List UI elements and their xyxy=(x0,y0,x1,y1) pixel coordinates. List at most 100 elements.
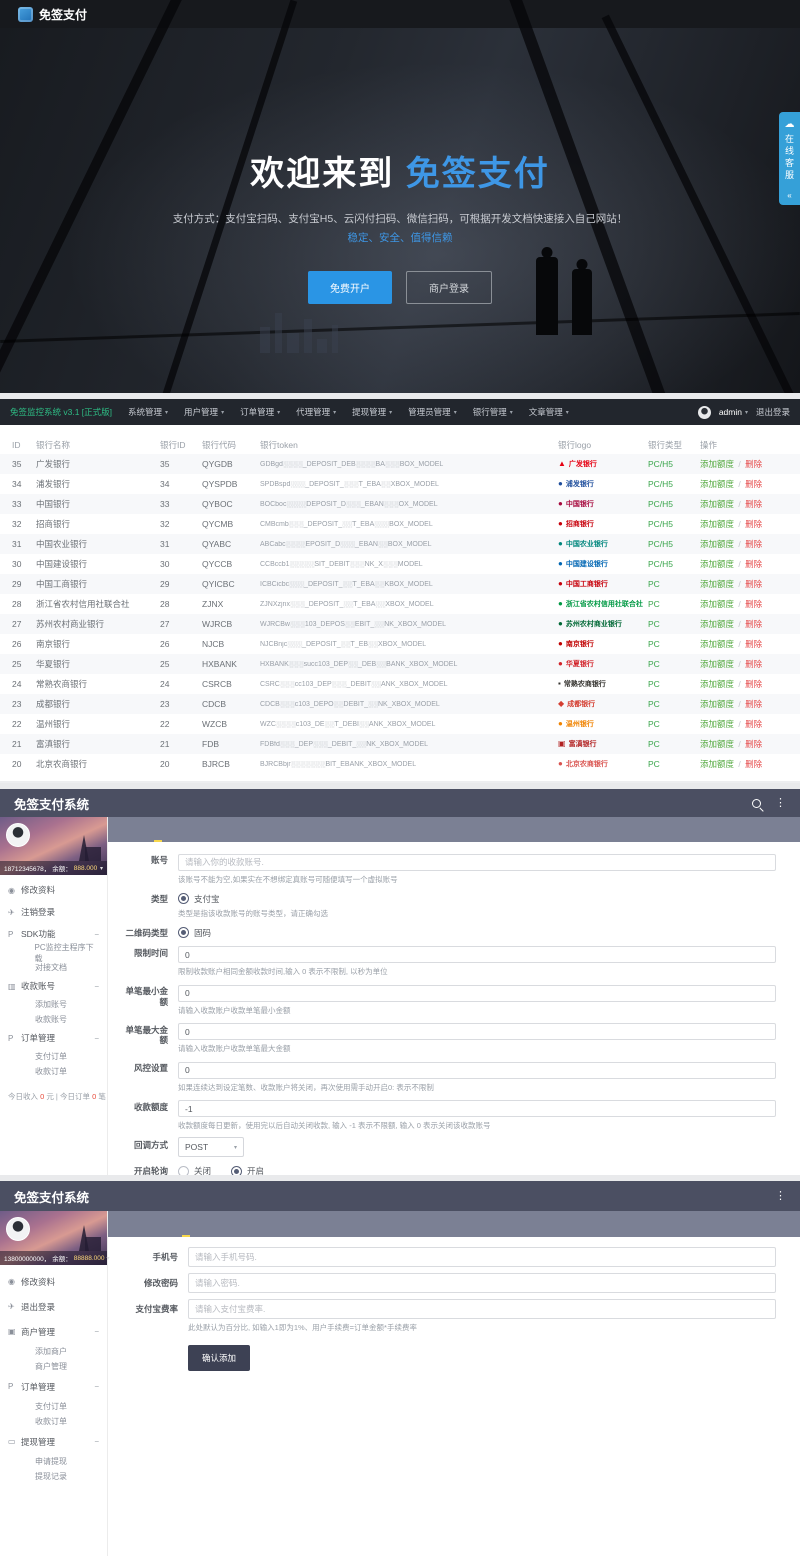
user-balance-bar[interactable]: 18712345678， 余额： 888.000 ▾ xyxy=(0,861,107,875)
quota-input[interactable] xyxy=(178,1100,776,1118)
menu-item[interactable]: 用户管理 ▾ xyxy=(184,406,224,418)
sidebar-item[interactable]: ▥ 收款账号 − xyxy=(0,975,107,997)
callback-method-select[interactable]: POST ▾ xyxy=(178,1137,244,1158)
delete-link[interactable]: 删除 xyxy=(745,699,763,709)
sidebar-item[interactable]: P 订单管理 − xyxy=(0,1027,107,1049)
delete-link[interactable]: 删除 xyxy=(745,639,763,649)
sidebar-item[interactable]: ▣ 商户管理 − xyxy=(0,1319,107,1344)
confirm-add-button[interactable]: 确认添加 xyxy=(188,1345,251,1371)
polling-off-label: 关闭 xyxy=(194,1166,212,1175)
sidebar-item[interactable]: 支付订单 xyxy=(0,1049,107,1064)
sidebar-item[interactable]: PC监控主程序下载 xyxy=(0,943,107,963)
tab[interactable] xyxy=(172,1211,200,1237)
add-quota-link[interactable]: 添加额度 xyxy=(700,579,735,589)
delete-link[interactable]: 删除 xyxy=(745,559,763,569)
password-input[interactable] xyxy=(188,1273,776,1293)
sidebar-item[interactable]: P SDK功能 − xyxy=(0,923,107,945)
sidebar-item[interactable]: P 订单管理 − xyxy=(0,1374,107,1399)
menu-item-label: 银行管理 xyxy=(472,407,507,417)
sidebar-item-label: 添加商户 xyxy=(35,1347,67,1356)
delete-link[interactable]: 删除 xyxy=(745,519,763,529)
limit-time-input[interactable] xyxy=(178,946,776,964)
menu-item[interactable]: 代理管理 ▾ xyxy=(296,406,336,418)
add-quota-link[interactable]: 添加额度 xyxy=(700,559,735,569)
sidebar-item[interactable]: 收款订单 xyxy=(0,1064,107,1079)
add-quota-link[interactable]: 添加额度 xyxy=(700,599,735,609)
min-amount-input[interactable] xyxy=(178,984,776,1002)
sidebar-item[interactable]: 收款账号 xyxy=(0,1012,107,1027)
sidebar-item[interactable]: ◉ 修改资料 xyxy=(0,879,107,901)
account-input[interactable] xyxy=(178,853,776,871)
add-quota-link[interactable]: 添加额度 xyxy=(700,619,735,629)
max-amount-input[interactable] xyxy=(178,1023,776,1041)
add-quota-link[interactable]: 添加额度 xyxy=(700,459,735,469)
menu-item[interactable]: 订单管理 ▾ xyxy=(240,406,280,418)
add-quota-link[interactable]: 添加额度 xyxy=(700,499,735,509)
sidebar-item[interactable]: ✈ 注销登录 xyxy=(0,901,107,923)
delete-link[interactable]: 删除 xyxy=(745,499,763,509)
menu-item[interactable]: 文章管理 ▾ xyxy=(529,406,569,418)
add-quota-link[interactable]: 添加额度 xyxy=(700,479,735,489)
add-quota-link[interactable]: 添加额度 xyxy=(700,679,735,689)
open-account-button[interactable]: 免费开户 xyxy=(308,271,392,304)
delete-link[interactable]: 删除 xyxy=(745,659,763,669)
brand[interactable]: 免签支付 xyxy=(18,6,87,23)
sidebar-item[interactable]: 支付订单 xyxy=(0,1399,107,1414)
sidebar-item[interactable]: 对接文档 xyxy=(0,960,107,975)
sidebar-item[interactable]: ◉ 修改资料 xyxy=(0,1269,107,1294)
risk-input[interactable] xyxy=(178,1061,776,1079)
alipay-rate-input[interactable] xyxy=(188,1299,776,1319)
delete-link[interactable]: 删除 xyxy=(745,539,763,549)
add-quota-link[interactable]: 添加额度 xyxy=(700,519,735,529)
sidebar-item[interactable]: 添加商户 xyxy=(0,1344,107,1359)
tab[interactable] xyxy=(116,1211,144,1237)
cell-id: 29 xyxy=(12,579,22,589)
overflow-menu-icon[interactable]: ⋮ xyxy=(775,1189,786,1202)
tab[interactable] xyxy=(144,817,172,843)
fixed-qr-radio[interactable] xyxy=(178,927,189,939)
menu-item[interactable]: 银行管理 ▾ xyxy=(473,406,513,418)
add-quota-link[interactable]: 添加额度 xyxy=(700,759,735,769)
add-quota-link[interactable]: 添加额度 xyxy=(700,659,735,669)
tab[interactable] xyxy=(116,817,144,842)
add-quota-link[interactable]: 添加额度 xyxy=(700,739,735,749)
sidebar-item[interactable]: 收款订单 xyxy=(0,1414,107,1429)
delete-link[interactable]: 删除 xyxy=(745,619,763,629)
tab[interactable] xyxy=(172,817,200,842)
bank-logo: ● 中国农业银行 xyxy=(558,539,648,549)
add-quota-link[interactable]: 添加额度 xyxy=(700,699,735,709)
delete-link[interactable]: 删除 xyxy=(745,459,763,469)
delete-link[interactable]: 删除 xyxy=(745,719,763,729)
delete-link[interactable]: 删除 xyxy=(745,479,763,489)
merchant-login-button[interactable]: 商户登录 xyxy=(406,271,492,304)
sidebar-item[interactable]: 申请提现 xyxy=(0,1454,107,1469)
delete-link[interactable]: 删除 xyxy=(745,599,763,609)
menu-item[interactable]: 管理员管理 ▾ xyxy=(408,406,457,418)
add-quota-link[interactable]: 添加额度 xyxy=(700,539,735,549)
logout-link[interactable]: 退出登录 xyxy=(755,407,790,417)
delete-link[interactable]: 删除 xyxy=(745,759,763,769)
user-balance-bar[interactable]: 13800000000， 余额： 88888.000 ▾ xyxy=(0,1251,110,1265)
sidebar-item[interactable]: 商户管理 xyxy=(0,1359,107,1374)
add-quota-link[interactable]: 添加额度 xyxy=(700,719,735,729)
admin-dropdown[interactable]: admin ▾ xyxy=(719,407,748,417)
sidebar-item[interactable]: 提现记录 xyxy=(0,1469,107,1484)
merchant-panel-section: 免签支付系统 ⋮ 13800000000， 余额： 88888.000 ▾ xyxy=(0,1181,800,1556)
add-quota-link[interactable]: 添加额度 xyxy=(700,639,735,649)
overflow-menu-icon[interactable]: ⋮ xyxy=(775,796,786,809)
delete-link[interactable]: 删除 xyxy=(745,739,763,749)
delete-link[interactable]: 删除 xyxy=(745,679,763,689)
polling-on-radio[interactable] xyxy=(231,1165,243,1175)
online-service-tab[interactable]: ☁ 在线客服 « xyxy=(779,112,800,205)
phone-input[interactable] xyxy=(188,1247,776,1267)
search-icon[interactable] xyxy=(752,798,761,808)
sidebar-item[interactable]: 添加账号 xyxy=(0,997,107,1012)
sidebar-item[interactable]: ✈ 退出登录 xyxy=(0,1294,107,1319)
polling-off-radio[interactable] xyxy=(178,1165,189,1175)
menu-item[interactable]: 提现管理 ▾ xyxy=(352,406,392,418)
tab[interactable] xyxy=(144,1211,172,1237)
delete-link[interactable]: 删除 xyxy=(745,579,763,589)
menu-item[interactable]: 系统管理 ▾ xyxy=(128,406,168,418)
sidebar-item[interactable]: ▭ 提现管理 − xyxy=(0,1429,107,1454)
alipay-radio[interactable] xyxy=(178,893,189,905)
